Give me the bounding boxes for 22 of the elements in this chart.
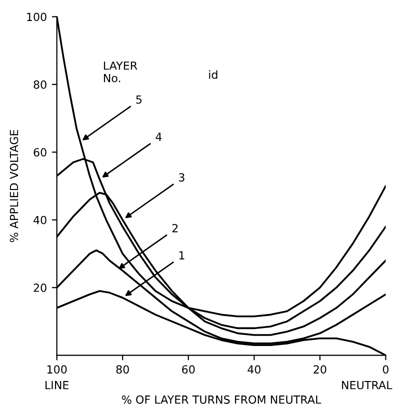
x-tick-label: 100 — [47, 365, 67, 374]
annotation: 1 — [179, 251, 184, 260]
annotation: 3 — [179, 173, 184, 182]
x-tick-label: 0 — [382, 365, 388, 374]
annotation: LAYER No. — [104, 62, 138, 82]
annotation: id — [209, 70, 218, 79]
text: NEUTRAL — [342, 381, 392, 390]
annotation: 5 — [136, 95, 142, 104]
x-tick-label: 20 — [314, 365, 326, 374]
y-axis-title: % APPLIED VOLTAGE — [10, 130, 18, 242]
x-tick-label: 60 — [182, 365, 195, 374]
x-tick-label: 40 — [248, 365, 260, 374]
annotation: 2 — [172, 224, 178, 232]
y-tick-label: 80 — [34, 80, 46, 89]
x-axis-title: % OF LAYER TURNS FROM NEUTRAL — [122, 395, 322, 404]
y-tick-label: 40 — [34, 216, 46, 224]
x-tick-label: 80 — [116, 365, 129, 374]
y-tick-label: 20 — [34, 284, 46, 292]
y-tick-label: 60 — [34, 148, 46, 157]
annotation: 4 — [156, 132, 162, 141]
y-tick-label: 100 — [27, 12, 46, 22]
text: LINE — [46, 381, 69, 390]
